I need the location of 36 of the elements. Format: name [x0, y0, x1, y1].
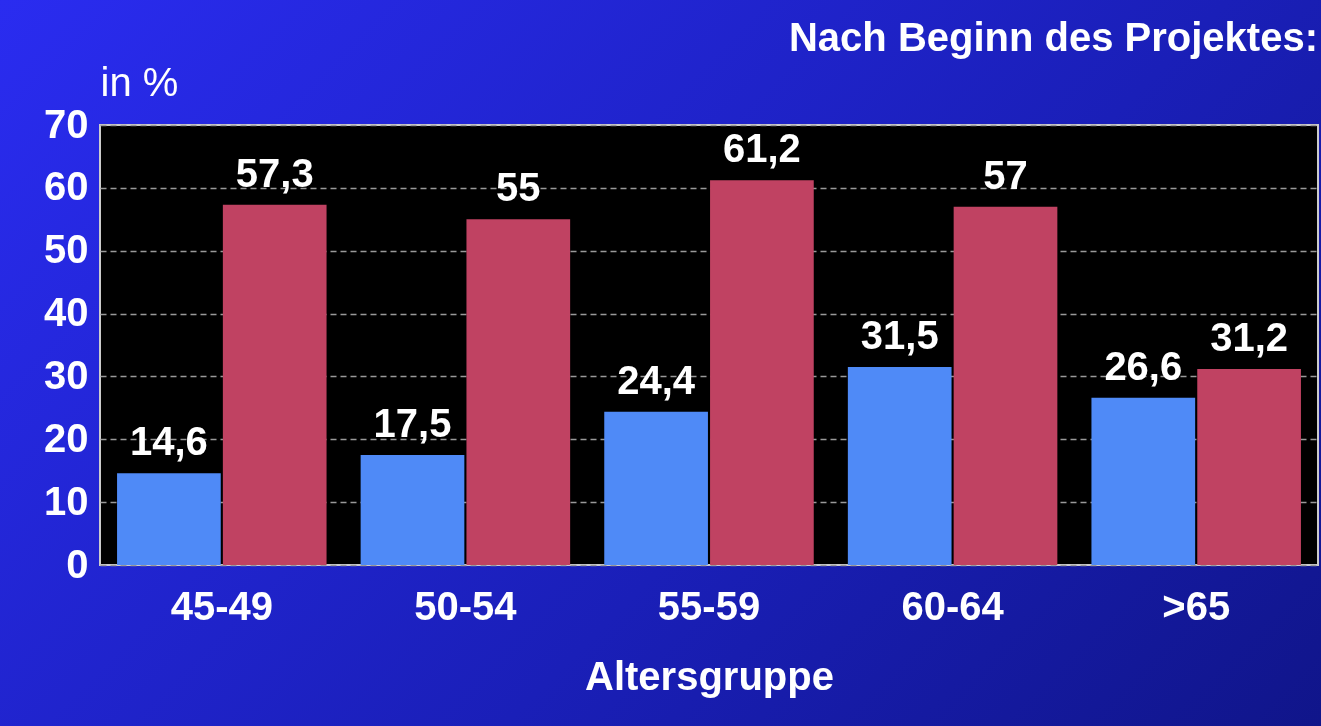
data-label: 17,5 — [373, 401, 452, 445]
y-tick-label: 40 — [44, 290, 89, 335]
data-label: 26,6 — [1104, 343, 1183, 388]
x-tick-label: 45-49 — [170, 583, 273, 628]
data-label: 31,2 — [1210, 314, 1289, 359]
y-tick-label: 30 — [44, 352, 89, 397]
chart-title: Nach Beginn des Projektes: — [788, 15, 1318, 59]
y-tick-label: 10 — [44, 478, 89, 523]
y-tick-label: 20 — [44, 415, 89, 460]
bar — [604, 411, 708, 565]
data-label: 24,4 — [617, 357, 696, 402]
data-label: 14,6 — [129, 419, 208, 464]
bar — [1197, 368, 1301, 565]
y-tick-label: 60 — [44, 164, 89, 209]
data-label: 57 — [983, 152, 1028, 197]
x-tick-label: 60-64 — [901, 583, 1005, 628]
bar — [953, 206, 1058, 565]
data-label: 31,5 — [860, 313, 939, 357]
data-label: 55 — [496, 165, 541, 210]
bar — [466, 219, 571, 565]
y-axis-title: in % — [100, 59, 179, 104]
bar — [117, 473, 221, 565]
bar — [847, 367, 952, 565]
bar — [1091, 397, 1196, 565]
bar — [222, 204, 327, 565]
y-tick-label: 70 — [44, 101, 89, 146]
x-tick-label: >65 — [1162, 583, 1231, 628]
y-tick-label: 0 — [66, 541, 89, 586]
x-tick-label: 55-59 — [657, 583, 761, 628]
x-axis-title: Altersgruppe — [585, 653, 834, 698]
x-tick-label: 50-54 — [414, 583, 518, 628]
bar — [710, 180, 814, 565]
bar — [360, 455, 465, 565]
data-label: 57,3 — [235, 150, 314, 195]
y-tick-label: 50 — [44, 227, 89, 272]
data-label: 61,2 — [722, 126, 801, 171]
